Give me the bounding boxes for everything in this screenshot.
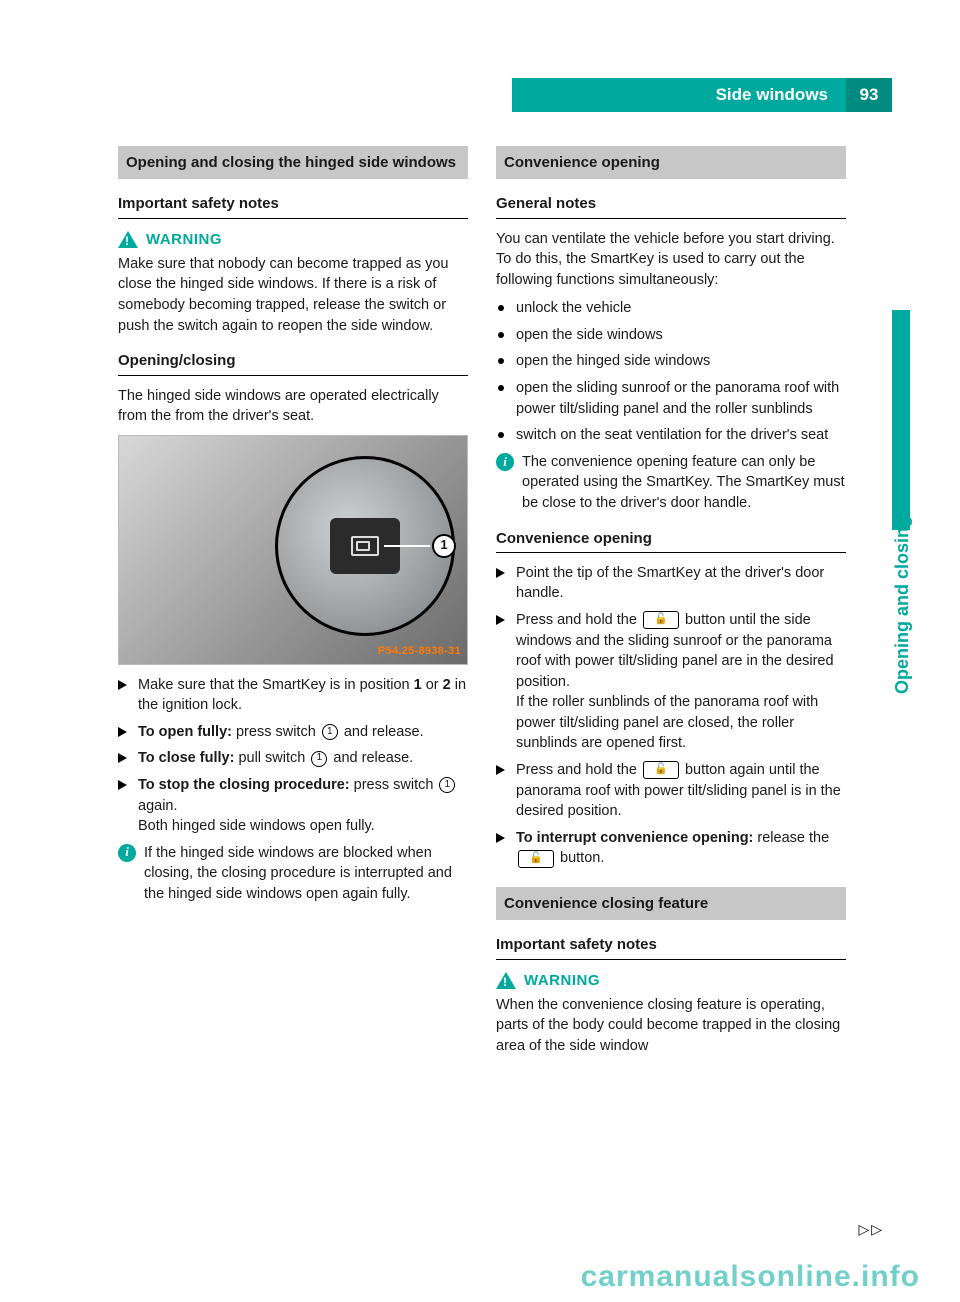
right-column: Convenience opening General notes You ca… [496,140,846,1065]
chapter-tab-label: Opening and closing [892,516,913,694]
step-text: press switch [350,777,438,793]
step-text-c: If the roller sunblinds of the panorama … [516,694,818,751]
callout-ref-icon: 1 [439,777,455,793]
warning-triangle-icon [496,972,516,989]
opening-closing-intro: The hinged side windows are operated ele… [118,386,468,427]
info-icon: i [118,844,136,862]
info-smartkey-proximity: i The convenience opening feature can on… [496,452,846,514]
page-header-bar: Side windows 93 [512,78,892,112]
step-interrupt: To interrupt convenience opening: releas… [496,828,846,869]
convenience-function-list: unlock the vehicle open the side windows… [496,298,846,445]
info-text: The convenience opening feature can only… [522,454,845,511]
callout-ref-icon: 1 [311,751,327,767]
warning-text-2: When the convenience closing feature is … [496,995,846,1057]
manual-page: Side windows 93 Opening and closing Open… [0,0,960,1302]
warning-text: Make sure that nobody can become trapped… [118,254,468,336]
callout-ref-icon: 1 [322,724,338,740]
step-tail: and release. [329,750,413,766]
watermark-text: carmanualsonline.info [581,1260,920,1294]
info-text: If the hinged side windows are blocked w… [144,845,452,902]
step-press-hold-1: Press and hold the 🔓 button until the si… [496,610,846,754]
info-blocked-windows: i If the hinged side windows are blocked… [118,843,468,905]
step-text-a: Press and hold the [516,612,641,628]
warning-label: WARNING [146,229,222,250]
figure-window-glyph-icon [351,536,379,556]
warning-header: WARNING [118,229,468,250]
hinged-window-steps: Make sure that the SmartKey is in positi… [118,675,468,837]
step-text: pull switch [234,750,309,766]
step-label: To close fully: [138,750,234,766]
page-number: 93 [846,78,892,112]
convenience-opening-steps: Point the tip of the SmartKey at the dri… [496,563,846,869]
step-label: To stop the closing procedure: [138,777,350,793]
step-press-hold-2: Press and hold the 🔓 button again until … [496,760,846,822]
step-note: Both hinged side windows open fully. [138,818,375,834]
unlock-button-icon: 🔓 [643,611,679,629]
list-item: unlock the vehicle [496,298,846,319]
unlock-button-icon: 🔓 [518,850,554,868]
section-title-hinged-windows: Opening and closing the hinged side wind… [118,146,468,179]
figure-door-switch: 1 P54.25-8938-31 [118,435,468,665]
step-text-a: Press and hold the [516,762,641,778]
section-title-convenience-opening: Convenience opening [496,146,846,179]
step-point-key: Point the tip of the SmartKey at the dri… [496,563,846,604]
step-open-fully: To open fully: press switch 1 and releas… [118,722,468,743]
step-label: To interrupt convenience opening: [516,830,753,846]
info-icon: i [496,453,514,471]
continued-marker: ▷▷ [858,1221,884,1238]
warning-header-2: WARNING [496,970,846,991]
step-tail: and release. [340,724,424,740]
list-item: open the sliding sunroof or the panorama… [496,378,846,419]
figure-callout-line [384,545,430,547]
step-stop-closing: To stop the closing procedure: press swi… [118,775,468,837]
step-label: To open fully: [138,724,232,740]
figure-reference-code: P54.25-8938-31 [378,644,461,660]
step-key-position: Make sure that the SmartKey is in positi… [118,675,468,716]
step-text-a: release the [753,830,829,846]
subheading-safety-notes: Important safety notes [118,193,468,218]
list-item: switch on the seat ventilation for the d… [496,425,846,446]
step-text-b: button. [556,850,604,866]
step-text: Make sure that the SmartKey is in positi… [138,677,466,714]
chapter-tab-accent [892,310,910,530]
figure-zoom-circle: 1 [275,456,455,636]
warning-triangle-icon [118,231,138,248]
figure-callout-1: 1 [432,534,456,558]
left-column: Opening and closing the hinged side wind… [118,140,468,1065]
step-close-fully: To close fully: pull switch 1 and releas… [118,748,468,769]
content-columns: Opening and closing the hinged side wind… [118,140,892,1065]
unlock-button-icon: 🔓 [643,761,679,779]
subheading-convenience-opening: Convenience opening [496,528,846,553]
list-item: open the side windows [496,325,846,346]
subheading-safety-notes-2: Important safety notes [496,934,846,959]
warning-label: WARNING [524,970,600,991]
subheading-opening-closing: Opening/closing [118,350,468,375]
step-tail: again. [138,798,178,814]
section-title-convenience-closing: Convenience closing feature [496,887,846,920]
subheading-general-notes: General notes [496,193,846,218]
step-text: press switch [232,724,320,740]
list-item: open the hinged side windows [496,351,846,372]
header-section-title: Side windows [716,85,828,105]
general-notes-intro: You can ventilate the vehicle before you… [496,229,846,291]
